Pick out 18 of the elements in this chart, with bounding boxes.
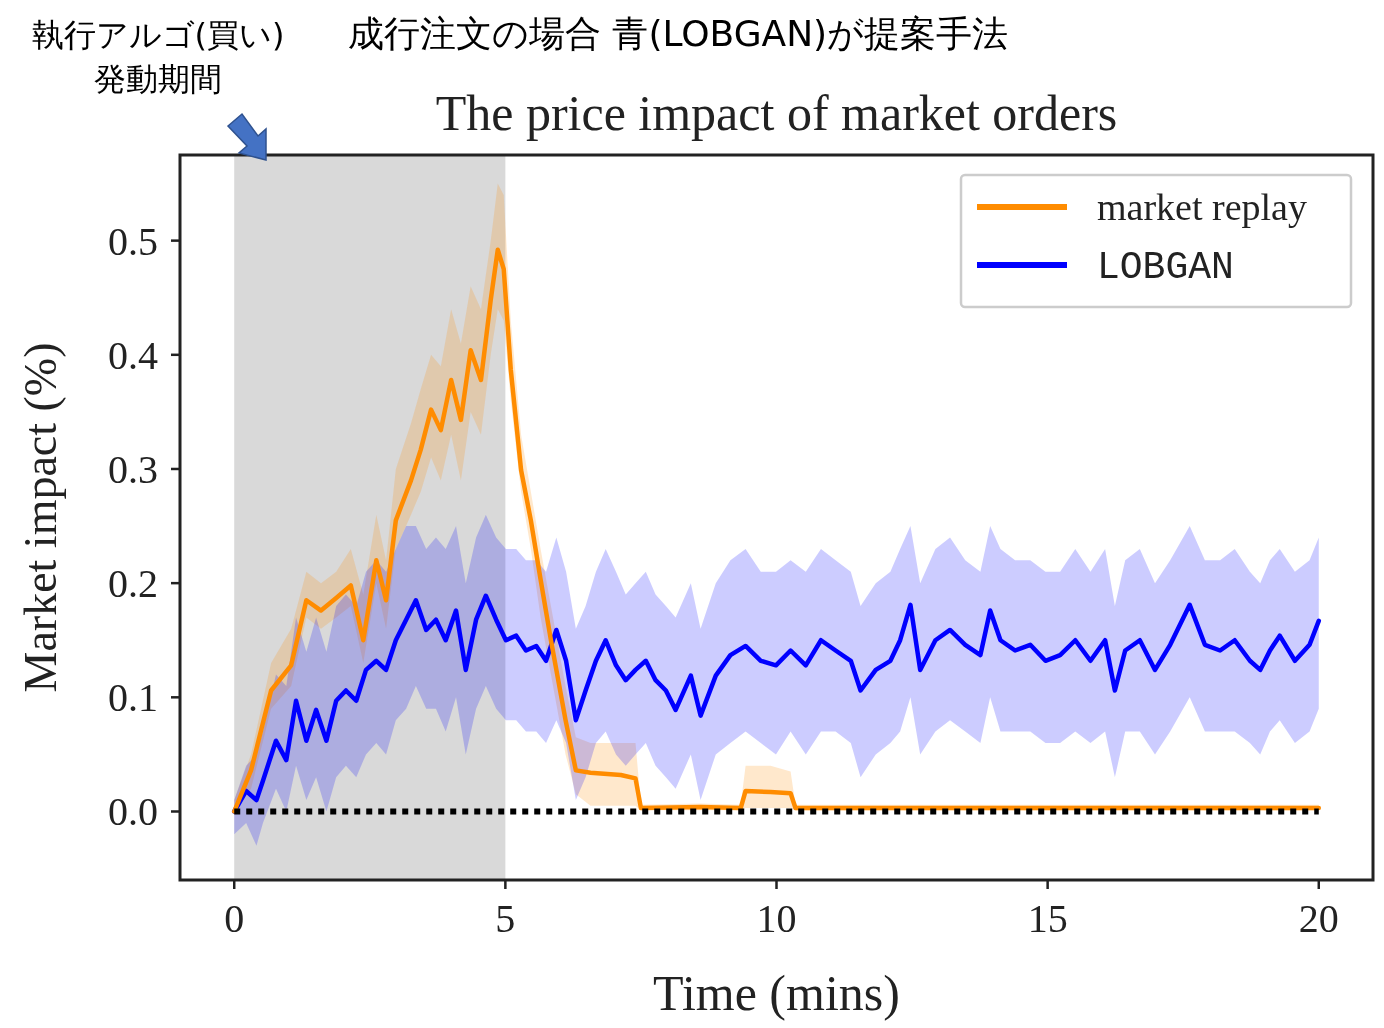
y-tick-label: 0.4	[108, 332, 158, 378]
x-tick-label: 0	[224, 896, 245, 941]
x-tick-label: 5	[495, 896, 516, 941]
text: 執行アルゴ(買い) 発動期間	[31, 16, 285, 98]
x-tick-label: 10	[756, 896, 797, 941]
y-tick-label: 0.5	[108, 218, 158, 264]
y-tick-label: 0.1	[108, 675, 158, 721]
y-tick-label: 0.2	[108, 561, 158, 607]
x-axis-title: Time (mins)	[653, 965, 900, 1021]
y-tick-label: 0.0	[108, 789, 158, 835]
text: 成行注文の場合 青(LOBGAN)が提案手法	[348, 13, 1009, 54]
x-tick-label: 15	[1027, 896, 1068, 941]
legend-label: market replay	[1097, 186, 1307, 229]
chart-title: The price impact of market orders	[435, 85, 1118, 141]
y-axis-title: Market impact (%)	[15, 342, 66, 693]
legend-label: LOBGAN	[1097, 246, 1234, 290]
x-tick-label: 20	[1298, 896, 1339, 941]
y-tick-label: 0.3	[108, 446, 158, 492]
